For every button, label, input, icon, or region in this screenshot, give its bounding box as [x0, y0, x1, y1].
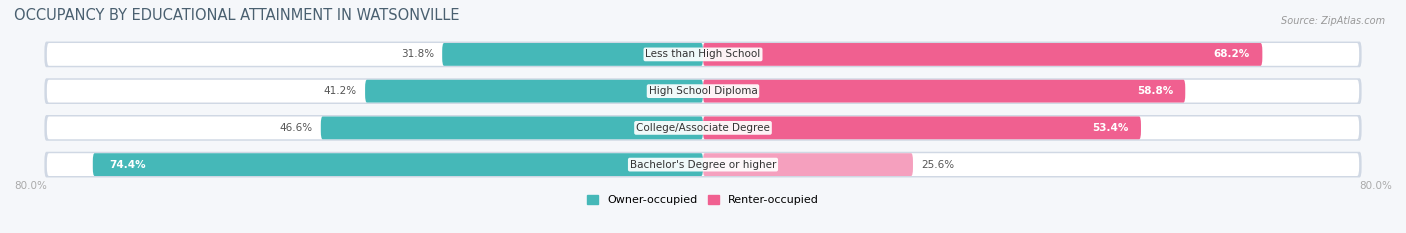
FancyBboxPatch shape [46, 80, 1360, 103]
FancyBboxPatch shape [703, 43, 1263, 66]
FancyBboxPatch shape [93, 153, 703, 176]
FancyBboxPatch shape [46, 116, 1360, 139]
Text: 46.6%: 46.6% [280, 123, 312, 133]
Text: 80.0%: 80.0% [14, 181, 46, 191]
FancyBboxPatch shape [703, 116, 1142, 139]
Text: Source: ZipAtlas.com: Source: ZipAtlas.com [1281, 16, 1385, 26]
FancyBboxPatch shape [45, 78, 1361, 104]
FancyBboxPatch shape [366, 80, 703, 103]
FancyBboxPatch shape [46, 43, 1360, 66]
Text: High School Diploma: High School Diploma [648, 86, 758, 96]
Text: 31.8%: 31.8% [401, 49, 434, 59]
FancyBboxPatch shape [321, 116, 703, 139]
Text: College/Associate Degree: College/Associate Degree [636, 123, 770, 133]
FancyBboxPatch shape [45, 41, 1361, 67]
Text: Less than High School: Less than High School [645, 49, 761, 59]
Legend: Owner-occupied, Renter-occupied: Owner-occupied, Renter-occupied [586, 195, 820, 205]
FancyBboxPatch shape [703, 153, 912, 176]
Text: OCCUPANCY BY EDUCATIONAL ATTAINMENT IN WATSONVILLE: OCCUPANCY BY EDUCATIONAL ATTAINMENT IN W… [14, 8, 460, 23]
FancyBboxPatch shape [45, 115, 1361, 141]
FancyBboxPatch shape [441, 43, 703, 66]
FancyBboxPatch shape [46, 153, 1360, 176]
FancyBboxPatch shape [703, 80, 1185, 103]
Text: 53.4%: 53.4% [1092, 123, 1129, 133]
FancyBboxPatch shape [45, 152, 1361, 178]
Text: Bachelor's Degree or higher: Bachelor's Degree or higher [630, 160, 776, 170]
Text: 68.2%: 68.2% [1213, 49, 1250, 59]
Text: 74.4%: 74.4% [110, 160, 146, 170]
Text: 58.8%: 58.8% [1136, 86, 1173, 96]
Text: 25.6%: 25.6% [921, 160, 955, 170]
Text: 80.0%: 80.0% [1360, 181, 1392, 191]
Text: 41.2%: 41.2% [323, 86, 357, 96]
